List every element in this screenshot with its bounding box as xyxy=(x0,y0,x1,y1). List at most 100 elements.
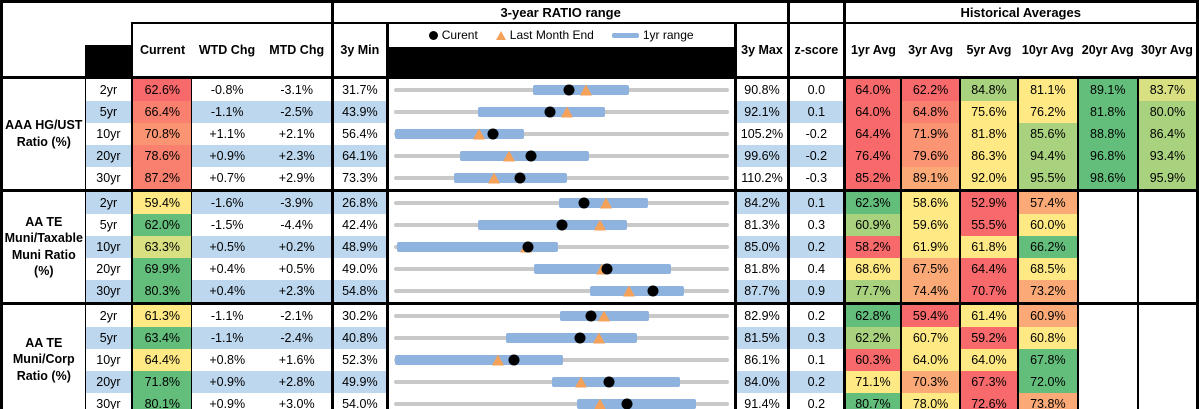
last-month-triangle xyxy=(593,332,606,343)
cell-avg-30yr-avg xyxy=(1137,257,1198,280)
cell-3y-min: 40.8% xyxy=(332,326,389,349)
three-year-track xyxy=(393,288,729,293)
cell-3y-min: 26.8% xyxy=(332,190,389,214)
legend-item-current: Curent xyxy=(428,28,478,42)
header-band-row: 3-year RATIO range Historical Averages xyxy=(2,1,1198,24)
col-header-current: Current xyxy=(131,22,192,79)
one-year-range-bar xyxy=(394,354,564,365)
last-month-triangle-icon xyxy=(495,30,506,40)
cell-3y-max: 99.6% xyxy=(735,144,791,167)
col-header-3yr-avg: 3yr Avg xyxy=(901,22,960,79)
current-dot xyxy=(647,285,659,296)
cell-avg-10yr-avg: 67.8% xyxy=(1018,348,1079,371)
cell-3y-max: 86.1% xyxy=(735,348,791,371)
cell-tenor: 30yr xyxy=(85,166,134,192)
cell-3y-min: 52.3% xyxy=(332,348,389,371)
cell-mtd-chg: +2.1% xyxy=(262,122,335,145)
cell-mtd-chg: -2.1% xyxy=(262,303,335,327)
cell-avg-10yr-avg: 60.0% xyxy=(1018,213,1079,236)
range-section-title: 3-year RATIO range xyxy=(331,1,791,24)
cell-avg-1yr-avg: 62.3% xyxy=(844,190,903,214)
cell-tenor: 20yr xyxy=(85,257,134,280)
cell-avg-3yr-avg: 74.4% xyxy=(901,279,961,305)
col-header-3y-min: 3y Min xyxy=(332,22,389,79)
cell-avg-10yr-avg: 95.5% xyxy=(1018,166,1079,192)
cell-avg-3yr-avg: 79.6% xyxy=(901,144,961,167)
cell-range-chart xyxy=(387,122,737,145)
cell-avg-30yr-avg xyxy=(1137,213,1198,236)
legend-item-last-month: Last Month End xyxy=(495,28,594,42)
cell-avg-30yr-avg: 83.7% xyxy=(1137,77,1198,101)
cell-avg-10yr-avg: 72.0% xyxy=(1018,370,1079,393)
table-row: 30yr 87.2% +0.7% +2.9% 73.3% 110.2% -0.3 85.2% 8… xyxy=(2,166,1198,192)
cell-range-chart xyxy=(387,257,737,280)
one-year-range-bar xyxy=(505,332,637,343)
cell-tenor: 5yr xyxy=(85,100,134,123)
table-row: AA TE Muni/Taxable Muni Ratio (%) 2yr 59.4% -1… xyxy=(1,190,1198,305)
cell-mtd-chg: +2.9% xyxy=(262,166,335,192)
range-chart xyxy=(389,371,733,393)
current-dot xyxy=(585,310,597,321)
cell-avg-3yr-avg: 89.1% xyxy=(901,166,961,192)
one-year-range-bar-icon xyxy=(611,32,639,38)
cell-z-score: 0.4 xyxy=(788,257,846,280)
one-year-range-bar xyxy=(477,219,628,230)
cell-avg-20yr-avg xyxy=(1077,235,1139,258)
cell-range-chart xyxy=(387,392,737,409)
last-month-triangle xyxy=(492,354,505,365)
black-strip xyxy=(388,46,733,75)
one-year-range-bar xyxy=(589,285,685,296)
cell-avg-1yr-avg: 62.2% xyxy=(844,326,903,349)
cell-range-chart xyxy=(387,213,737,236)
group-label: AA TE Muni/Corp Ratio (%) xyxy=(1,303,86,409)
cell-avg-5yr-avg: 52.9% xyxy=(959,190,1020,214)
last-month-triangle xyxy=(594,219,607,230)
cell-3y-max: 110.2% xyxy=(735,166,791,192)
cell-avg-10yr-avg: 85.6% xyxy=(1018,122,1079,145)
col-header-1yr-avg: 1yr Avg xyxy=(844,22,902,79)
cell-mtd-chg: -3.9% xyxy=(262,190,335,214)
cell-avg-3yr-avg: 64.8% xyxy=(901,100,961,123)
cell-wtd-chg: +0.5% xyxy=(191,235,263,258)
table-row: 5yr 66.4% -1.1% -2.5% 43.9% 92.1% 0.1 64.0% 64.8… xyxy=(2,100,1198,123)
cell-mtd-chg: +1.6% xyxy=(262,348,335,371)
cell-mtd-chg: +0.5% xyxy=(262,257,335,280)
range-chart xyxy=(389,79,733,101)
table-row: 10yr 64.4% +0.8% +1.6% 52.3% 86.1% 0.1 60.3% 64.… xyxy=(2,348,1198,371)
cell-z-score: 0.2 xyxy=(788,370,846,393)
cell-avg-20yr-avg xyxy=(1077,370,1139,393)
cell-3y-min: 56.4% xyxy=(332,122,389,145)
cell-avg-10yr-avg: 60.8% xyxy=(1018,326,1079,349)
cell-wtd-chg: +1.1% xyxy=(191,122,263,145)
current-dot xyxy=(525,150,537,161)
range-chart xyxy=(389,145,733,167)
current-dot xyxy=(522,241,533,252)
table-row: 10yr 63.3% +0.5% +0.2% 48.9% 85.0% 0.2 58.2% 61.… xyxy=(2,235,1198,258)
cell-z-score: -0.2 xyxy=(788,144,846,167)
current-dot xyxy=(621,398,633,409)
cell-current: 64.4% xyxy=(132,348,193,371)
cell-avg-10yr-avg: 73.2% xyxy=(1018,279,1079,305)
cell-range-chart xyxy=(387,100,737,123)
col-header-20yr-avg: 20yr Avg xyxy=(1077,22,1138,79)
cell-avg-20yr-avg: 89.1% xyxy=(1077,77,1139,101)
cell-mtd-chg: +0.2% xyxy=(262,235,335,258)
cell-wtd-chg: -1.1% xyxy=(191,326,263,349)
current-dot xyxy=(556,219,568,230)
cell-avg-20yr-avg: 96.8% xyxy=(1077,144,1139,167)
cell-3y-max: 81.8% xyxy=(735,257,791,280)
cell-avg-1yr-avg: 58.2% xyxy=(844,235,903,258)
cell-tenor: 10yr xyxy=(85,235,134,258)
cell-3y-min: 54.8% xyxy=(332,279,389,305)
cell-avg-10yr-avg: 57.4% xyxy=(1018,190,1079,214)
cell-avg-1yr-avg: 64.0% xyxy=(844,77,903,101)
col-header-3y-max: 3y Max xyxy=(735,22,791,79)
cell-avg-30yr-avg: 95.9% xyxy=(1137,166,1198,192)
cell-avg-5yr-avg: 72.6% xyxy=(959,392,1020,409)
cell-current: 69.9% xyxy=(132,257,193,280)
cell-avg-10yr-avg: 60.9% xyxy=(1018,303,1079,327)
cell-avg-20yr-avg xyxy=(1077,213,1139,236)
cell-current: 62.0% xyxy=(132,213,193,236)
cell-avg-3yr-avg: 61.9% xyxy=(901,235,961,258)
